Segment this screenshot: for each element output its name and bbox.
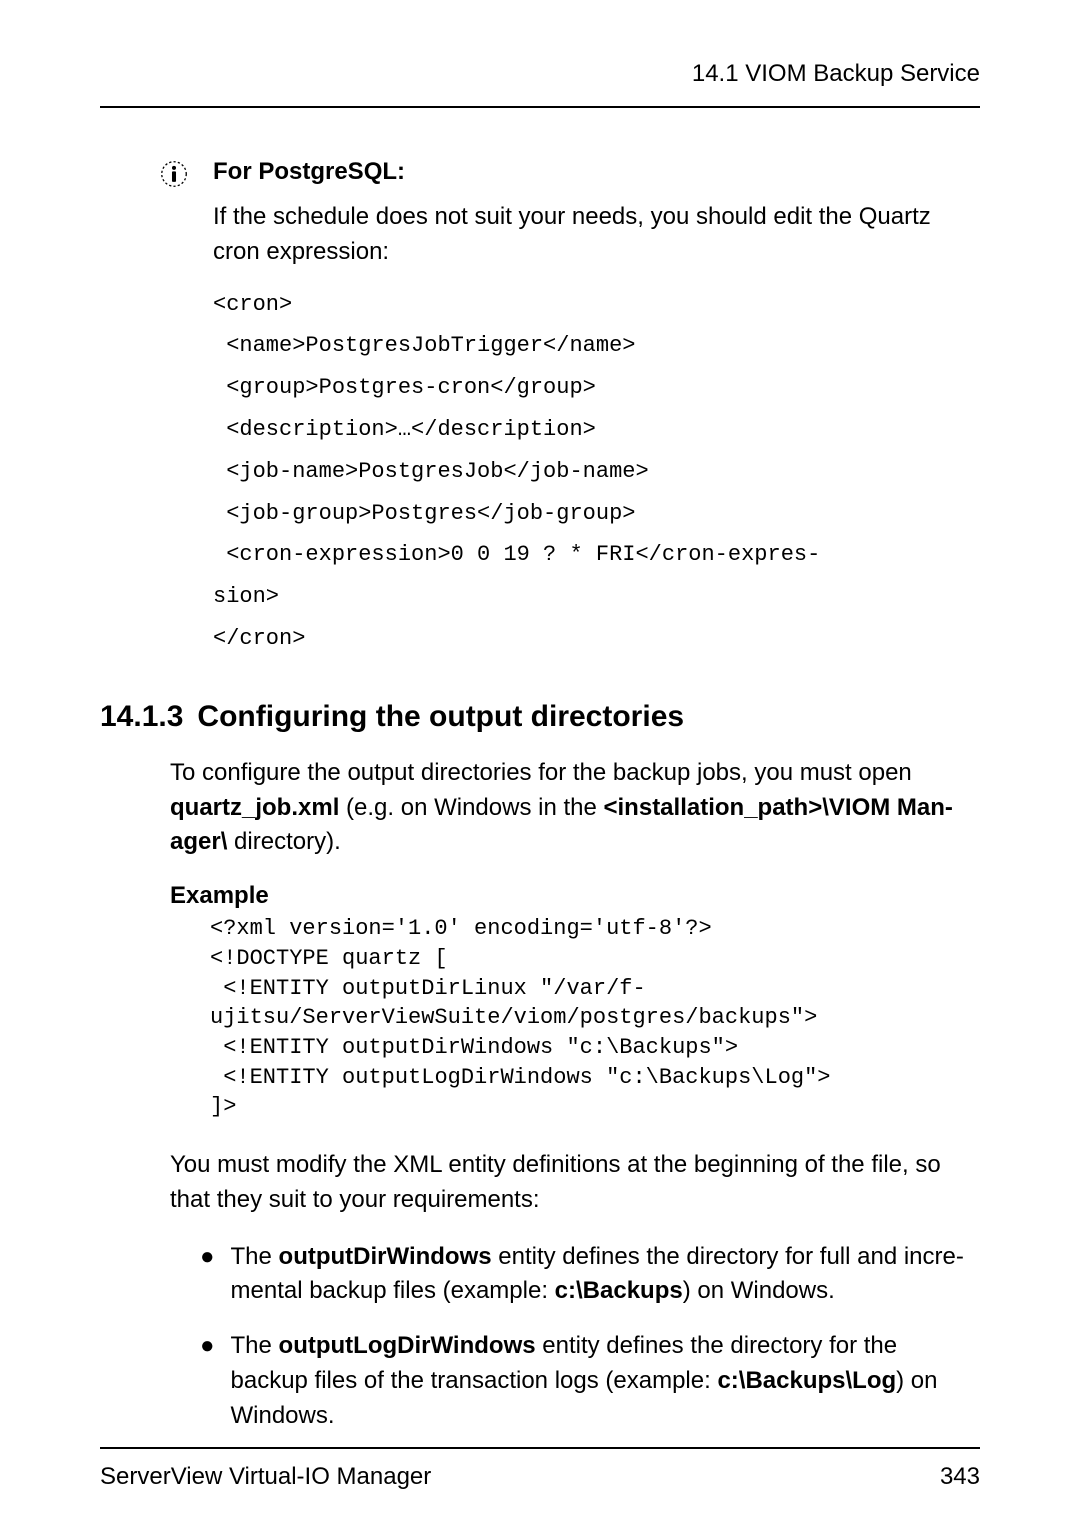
b1-d: c:\Backups [555, 1277, 683, 1304]
b2-b: outputLogDirWindows [279, 1332, 536, 1359]
section-para-1: To configure the output directories for … [170, 756, 980, 860]
para1-part-b: quartz_job.xml [170, 794, 339, 821]
example-code-block: <?xml version='1.0' encoding='utf-8'?> <… [210, 914, 980, 1122]
info-note-block: For PostgreSQL: If the schedule does not… [160, 158, 980, 660]
para1-part-e: directory). [227, 828, 340, 855]
section-title: Configuring the output directories [197, 700, 684, 734]
footer-left: ServerView Virtual-IO Manager [100, 1463, 431, 1491]
example-label: Example [170, 882, 980, 910]
para1-part-a: To configure the output directories for … [170, 759, 912, 786]
bullet-dot-icon: ● [200, 1329, 215, 1433]
b2-a: The [231, 1332, 279, 1359]
info-heading: For PostgreSQL: [213, 158, 980, 186]
info-text: If the schedule does not suit your needs… [213, 200, 980, 270]
section-para-2: You must modify the XML entity definitio… [170, 1148, 980, 1218]
info-icon [160, 160, 188, 188]
b1-b: outputDirWindows [279, 1243, 492, 1270]
list-item: ● The outputDirWindows entity defines th… [200, 1240, 980, 1310]
b1-a: The [231, 1243, 279, 1270]
section-heading: 14.1.3 Configuring the output directorie… [100, 700, 980, 734]
info-content: For PostgreSQL: If the schedule does not… [213, 158, 980, 660]
bullet-2-text: The outputLogDirWindows entity defines t… [231, 1329, 981, 1433]
list-item: ● The outputLogDirWindows entity defines… [200, 1329, 980, 1433]
cron-code-block: <cron> <name>PostgresJobTrigger</name> <… [213, 284, 980, 660]
footer-page-number: 343 [940, 1463, 980, 1491]
b1-e: ) on Windows. [683, 1277, 835, 1304]
b2-d: c:\Backups\Log [717, 1367, 896, 1394]
page-footer: ServerView Virtual-IO Manager 343 [100, 1447, 980, 1491]
header-title: 14.1 VIOM Backup Service [692, 60, 980, 87]
bullet-dot-icon: ● [200, 1240, 215, 1310]
para1-part-c: (e.g. on Windows in the [339, 794, 603, 821]
section-number: 14.1.3 [100, 700, 183, 734]
bullet-1-text: The outputDirWindows entity defines the … [231, 1240, 981, 1310]
page-header: 14.1 VIOM Backup Service [100, 60, 980, 108]
bullet-list: ● The outputDirWindows entity defines th… [200, 1240, 980, 1434]
